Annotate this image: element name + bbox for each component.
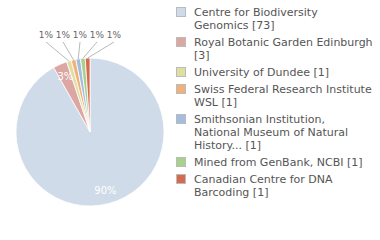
svg-text:1%: 1% [107,30,122,40]
html-text:Mined from GenBank, NCBI [1]: Mined from GenBank, NCBI [1] [194,156,363,169]
svg-text:1%: 1% [73,30,88,40]
svg-text:1%: 1% [56,30,71,40]
html-text:University of Dundee [1]: University of Dundee [1] [194,66,330,79]
html-text:Royal Botanic Garden Edinburgh: Royal Botanic Garden Edinburgh [3] [194,36,373,62]
html-text:Centre for Biodiversity Genomi: Centre for Biodiversity Genomics [73] [194,6,318,32]
html-text:Canadian Centre for DNA Barcod: Canadian Centre for DNA Barcoding [1] [194,173,333,199]
svg-text:1%: 1% [39,30,54,40]
html-text:Smithsonian Institution, Natio: Smithsonian Institution, National Museum… [194,113,349,152]
html-text:Swiss Federal Research Institu: Swiss Federal Research Institute WSL [1] [194,83,372,109]
svg-text:90%: 90% [94,185,116,196]
svg-text:3%: 3% [58,71,74,82]
svg-text:1%: 1% [90,30,105,40]
